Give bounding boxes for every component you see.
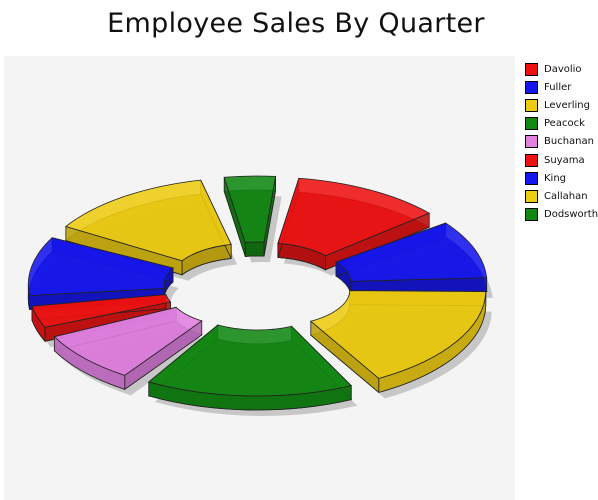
legend-label: Leverling: [544, 99, 590, 111]
donut-slice-davolio[interactable]: [277, 177, 431, 271]
legend-item-peacock: Peacock: [525, 115, 598, 133]
legend-item-suyama: Suyama: [525, 151, 598, 169]
slice-inner-wall: [244, 241, 265, 257]
slice-top: [277, 177, 431, 257]
chart-title: Employee Sales By Quarter: [107, 8, 485, 39]
legend-label: Fuller: [544, 81, 572, 93]
donut-slice-leverling[interactable]: [309, 290, 487, 394]
legend-swatch: [525, 98, 538, 112]
legend-swatch: [525, 62, 538, 76]
legend-swatch: [525, 208, 538, 222]
legend-swatch: [525, 80, 538, 94]
slice-top: [147, 324, 353, 397]
legend-label: Buchanan: [544, 136, 594, 148]
donut-slice-dodsworth[interactable]: [223, 175, 277, 257]
donut-slice-buchanan[interactable]: [53, 306, 203, 391]
slice-top: [309, 290, 487, 379]
slice-top: [223, 175, 277, 243]
legend-item-callahan: Callahan: [525, 187, 598, 205]
legend-item-king: King: [525, 169, 598, 187]
plot-area: [4, 56, 515, 500]
legend-item-buchanan: Buchanan: [525, 133, 598, 151]
legend-swatch: [525, 153, 538, 167]
slice-top: [53, 306, 203, 376]
donut-slice-king[interactable]: [27, 237, 174, 310]
legend-item-leverling: Leverling: [525, 96, 598, 114]
legend-swatch: [525, 171, 538, 185]
legend-label: Suyama: [544, 154, 585, 166]
slice-top: [335, 222, 488, 282]
legend-label: Peacock: [544, 118, 585, 130]
slice-top: [64, 179, 232, 262]
legend: Davolio Fuller Leverling Peacock Buchanan Suy…: [525, 60, 598, 224]
legend-label: Davolio: [544, 63, 582, 75]
legend-label: Callahan: [544, 190, 588, 202]
slice-top: [31, 294, 172, 328]
legend-swatch: [525, 189, 538, 203]
legend-label: King: [544, 172, 567, 184]
legend-item-dodsworth: Dodsworth: [525, 206, 598, 224]
legend-label: Dodsworth: [544, 209, 598, 221]
legend-swatch: [525, 117, 538, 131]
donut-chart: [27, 175, 493, 416]
slice-top: [27, 237, 174, 296]
donut-slice-peacock[interactable]: [147, 324, 353, 411]
legend-swatch: [525, 135, 538, 149]
legend-item-davolio: Davolio: [525, 60, 598, 78]
legend-item-fuller: Fuller: [525, 78, 598, 96]
